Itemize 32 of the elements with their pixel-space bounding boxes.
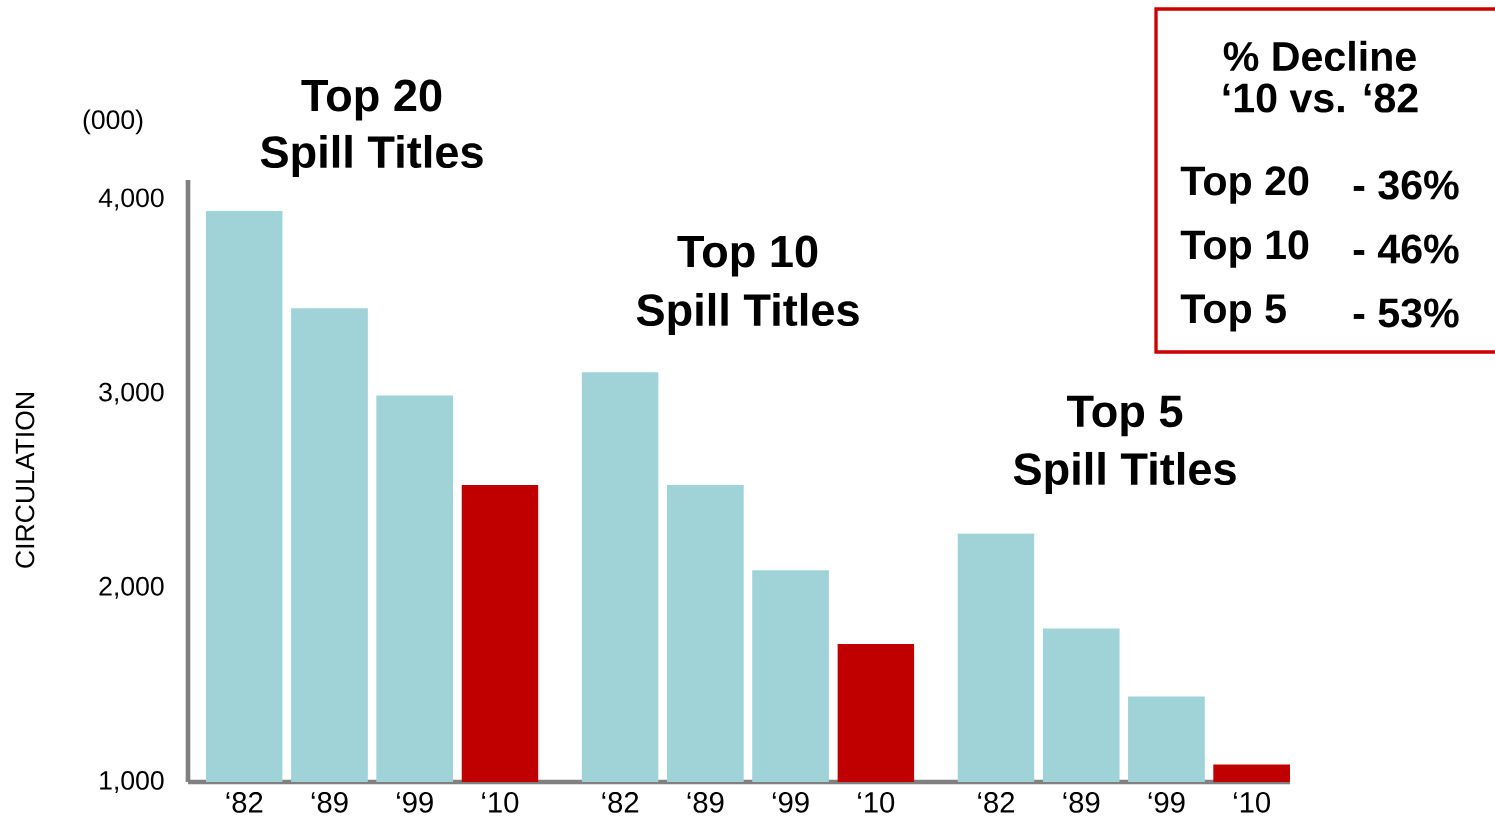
text: ‘10 vs. ‘82 (1223, 83, 1418, 113)
y-tick-label: 2,000 (99, 576, 164, 599)
text: Spill Titles (260, 134, 483, 178)
x-tick-label: ‘10 (1233, 792, 1270, 813)
y-tick-label: 1,000 (100, 771, 164, 793)
annotation: Top 10 (677, 235, 818, 277)
y-axis-title: CIRCULATION (15, 393, 35, 568)
x-tick-label: ‘89 (687, 792, 724, 813)
text: (000) (83, 109, 143, 135)
text: % Decline (1223, 40, 1416, 72)
annotation: Spill Titles (1013, 451, 1236, 495)
text: - 36% (1353, 170, 1459, 200)
x-tick-label: ‘82 (226, 792, 263, 813)
annotation: Top 10 (1180, 230, 1309, 268)
annotation: Spill Titles (636, 292, 859, 336)
y-tick-label: 4,000 (98, 188, 164, 211)
text: Top 20 (301, 79, 442, 121)
x-tick-label: ‘10 (858, 792, 895, 813)
annotation: Top 20 (1180, 166, 1309, 204)
text: - 46% (1353, 234, 1459, 264)
text: - 53% (1353, 298, 1459, 328)
annotation: Top 5 (1066, 395, 1183, 437)
x-tick-label: ‘89 (1063, 792, 1100, 813)
y-tick-label: 3,000 (99, 382, 164, 405)
x-tick-label: ‘89 (311, 792, 348, 813)
annotation: Top 5 (1180, 294, 1286, 332)
x-tick-label: ‘99 (1148, 792, 1185, 813)
x-tick-label: ‘10 (482, 792, 519, 813)
x-tick-label: ‘99 (772, 792, 809, 813)
x-tick-label: ‘82 (978, 792, 1014, 813)
x-tick-label: ‘99 (397, 792, 433, 813)
x-tick-label: ‘82 (602, 792, 639, 813)
